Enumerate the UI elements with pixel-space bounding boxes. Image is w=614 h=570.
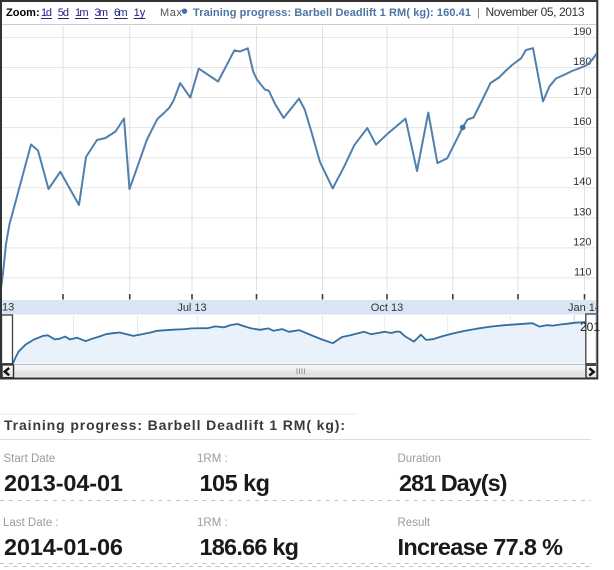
svg-text:140: 140 — [573, 176, 591, 188]
svg-text:170: 170 — [573, 86, 591, 98]
svg-text:1m: 1m — [75, 7, 89, 19]
svg-text:Oct 13: Oct 13 — [371, 302, 403, 314]
svg-text:Last Date :: Last Date : — [3, 517, 59, 529]
svg-text:|: | — [477, 7, 480, 19]
svg-text:120: 120 — [573, 236, 591, 248]
svg-text:5d: 5d — [58, 7, 69, 19]
svg-text:Result: Result — [398, 517, 431, 529]
svg-text:November 05, 2013: November 05, 2013 — [486, 5, 585, 19]
svg-text:6m: 6m — [114, 7, 128, 19]
svg-text:Increase 77.8 %: Increase 77.8 % — [398, 534, 564, 560]
svg-text:1RM :: 1RM : — [197, 517, 228, 529]
svg-text:1RM :: 1RM : — [197, 453, 228, 465]
svg-text:Start Date: Start Date — [4, 453, 56, 465]
svg-text:201: 201 — [580, 320, 600, 334]
svg-text:Duration: Duration — [398, 453, 441, 465]
svg-text:130: 130 — [573, 206, 591, 218]
svg-text:13: 13 — [2, 302, 14, 314]
svg-text:2014-01-06: 2014-01-06 — [4, 534, 123, 560]
svg-text:110: 110 — [574, 266, 592, 278]
svg-text:2013-04-01: 2013-04-01 — [4, 470, 123, 496]
svg-text:105 kg: 105 kg — [200, 470, 271, 496]
svg-text:Jul 13: Jul 13 — [177, 302, 206, 314]
svg-text:Max: Max — [160, 7, 183, 19]
svg-text:190: 190 — [573, 26, 591, 38]
svg-text:281 Day(s): 281 Day(s) — [399, 470, 508, 496]
svg-text:Training progress: Barbell Dea: Training progress: Barbell Deadlift 1 RM… — [4, 417, 345, 433]
svg-text:160: 160 — [573, 116, 591, 128]
svg-text:Training progress: Barbell Dea: Training progress: Barbell Deadlift 1 RM… — [193, 7, 471, 19]
svg-text:150: 150 — [573, 146, 591, 158]
svg-text:Zoom:: Zoom: — [6, 7, 40, 19]
svg-text:3m: 3m — [95, 7, 109, 19]
svg-text:1y: 1y — [134, 7, 146, 19]
svg-text:Jan 14: Jan 14 — [568, 302, 601, 314]
svg-text:186.66 kg: 186.66 kg — [200, 534, 300, 560]
svg-text:1d: 1d — [41, 7, 52, 19]
